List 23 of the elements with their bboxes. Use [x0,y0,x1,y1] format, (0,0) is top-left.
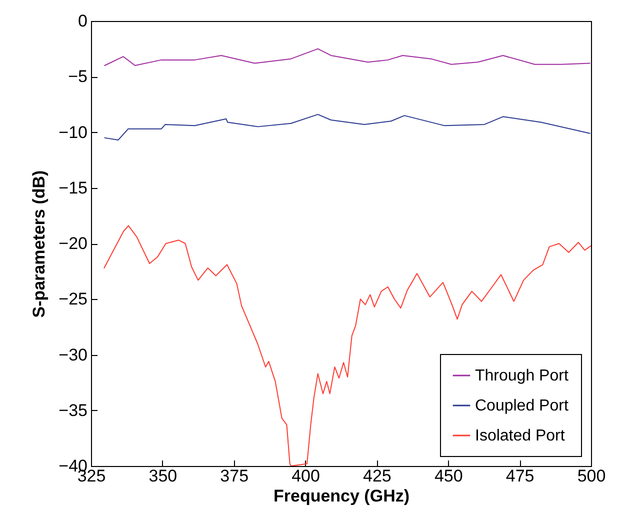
line-series [104,225,591,466]
y-tick-label: −10 [58,122,88,142]
legend-label: Through Port [475,368,569,384]
x-tick-label: 425 [363,466,392,486]
legend-label: Coupled Port [475,398,569,414]
line-series [104,48,590,66]
y-tick-label: −25 [58,290,88,309]
x-tick-label: 475 [506,466,534,486]
x-tick-label: 400 [292,466,320,486]
x-tick-label: 350 [148,466,178,486]
y-tick-label: −30 [58,345,88,364]
x-tick-label: 375 [220,466,249,486]
y-tick-label: −35 [58,400,88,420]
x-tick-label: 450 [434,466,463,486]
x-axis-title: Frequency (GHz) [273,486,410,506]
y-tick-label: −15 [58,178,88,198]
legend-label: Isolated Port [475,428,566,444]
y-tick-label: 0 [78,12,88,30]
x-tick-label: 500 [577,466,606,486]
y-axis-title: S-parameters (dB) [30,170,49,318]
line-series [104,114,590,141]
y-tick-label: −5 [68,67,88,86]
y-tick-label: −20 [58,234,88,253]
